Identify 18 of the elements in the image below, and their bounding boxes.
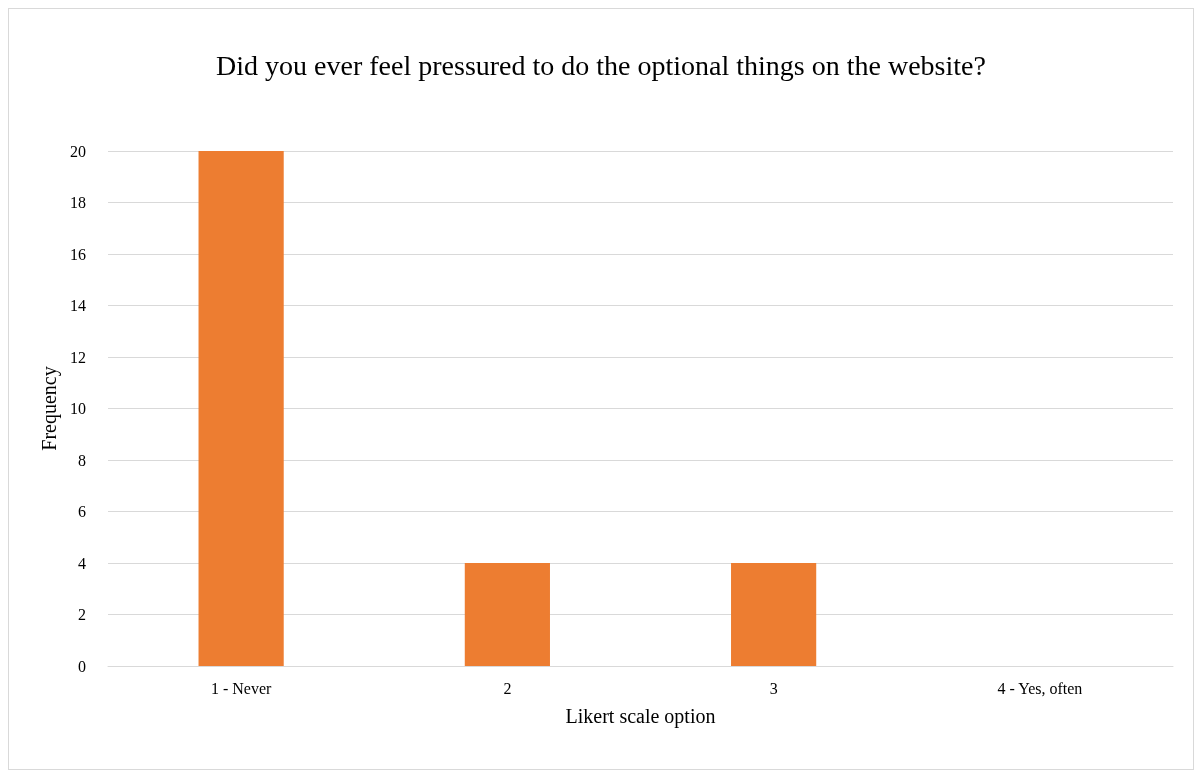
y-tick-label: 4 [78,554,86,572]
x-axis-title: Likert scale option [565,705,716,728]
y-tick-label: 8 [78,451,86,469]
y-tick-label: 10 [70,400,86,417]
x-tick-label: 3 [769,679,778,697]
y-tick-label: 18 [70,194,86,211]
x-tick-label: 1 - Never [210,679,272,697]
y-tick-label: 14 [70,297,86,314]
y-tick-label: 20 [70,142,86,160]
y-axis-title: Frequency [38,366,62,451]
y-tick-label: 2 [78,606,86,623]
y-tick-label: 12 [70,348,86,366]
chart-title: Did you ever feel pressured to do the optional things on the website? [216,49,986,81]
x-tick-label: 2 [503,679,512,697]
y-tick-label: 6 [78,503,86,520]
y-tick-label: 0 [78,657,86,675]
x-tick-label: 4 - Yes, often [997,679,1083,697]
y-tick-label: 16 [70,245,86,263]
